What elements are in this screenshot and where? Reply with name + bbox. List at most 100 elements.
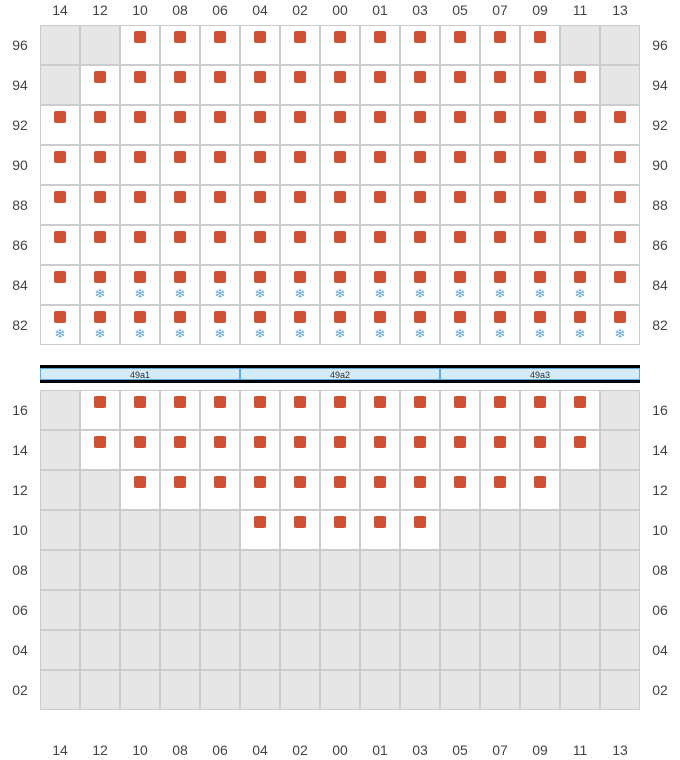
seat-cell[interactable] [400, 25, 440, 65]
seat-cell[interactable]: ❄ [480, 305, 520, 345]
seat-cell[interactable] [360, 145, 400, 185]
seat-cell[interactable] [440, 390, 480, 430]
seat-cell[interactable]: ❄ [360, 265, 400, 305]
seat-cell[interactable]: ❄ [200, 305, 240, 345]
seat-cell[interactable] [440, 145, 480, 185]
seat-cell[interactable] [120, 470, 160, 510]
seat-cell[interactable] [520, 430, 560, 470]
seat-cell[interactable] [440, 430, 480, 470]
seat-cell[interactable] [440, 105, 480, 145]
seat-cell[interactable] [360, 225, 400, 265]
seat-cell[interactable]: ❄ [560, 265, 600, 305]
seat-cell[interactable] [480, 105, 520, 145]
seat-cell[interactable] [120, 225, 160, 265]
seat-cell[interactable] [120, 185, 160, 225]
seat-cell[interactable]: ❄ [520, 305, 560, 345]
seat-cell[interactable]: ❄ [240, 265, 280, 305]
seat-cell[interactable] [120, 390, 160, 430]
seat-cell[interactable] [320, 390, 360, 430]
seat-cell[interactable] [160, 25, 200, 65]
seat-cell[interactable] [360, 390, 400, 430]
seat-cell[interactable] [360, 470, 400, 510]
seat-cell[interactable]: ❄ [400, 265, 440, 305]
seat-cell[interactable] [240, 105, 280, 145]
seat-cell[interactable] [320, 185, 360, 225]
seat-cell[interactable] [80, 105, 120, 145]
seat-cell[interactable] [80, 145, 120, 185]
seat-cell[interactable]: ❄ [360, 305, 400, 345]
seat-cell[interactable] [160, 430, 200, 470]
seat-cell[interactable] [320, 430, 360, 470]
seat-cell[interactable] [280, 65, 320, 105]
seat-cell[interactable] [480, 225, 520, 265]
seat-cell[interactable] [360, 25, 400, 65]
seat-cell[interactable] [320, 510, 360, 550]
seat-cell[interactable] [240, 430, 280, 470]
seat-cell[interactable] [280, 25, 320, 65]
seat-cell[interactable] [240, 470, 280, 510]
seat-cell[interactable] [40, 185, 80, 225]
seat-cell[interactable]: ❄ [120, 305, 160, 345]
seat-cell[interactable] [320, 25, 360, 65]
seat-cell[interactable] [240, 510, 280, 550]
seat-cell[interactable] [440, 25, 480, 65]
seat-cell[interactable] [320, 225, 360, 265]
seat-cell[interactable] [160, 65, 200, 105]
seat-cell[interactable]: ❄ [200, 265, 240, 305]
seat-cell[interactable]: ❄ [160, 265, 200, 305]
seat-cell[interactable] [600, 265, 640, 305]
seat-cell[interactable] [560, 65, 600, 105]
seat-cell[interactable] [200, 390, 240, 430]
seat-cell[interactable] [280, 470, 320, 510]
seat-cell[interactable] [600, 185, 640, 225]
seat-cell[interactable] [120, 105, 160, 145]
seat-cell[interactable] [160, 470, 200, 510]
seat-cell[interactable] [560, 145, 600, 185]
seat-cell[interactable]: ❄ [120, 265, 160, 305]
seat-cell[interactable] [360, 65, 400, 105]
seat-cell[interactable] [520, 470, 560, 510]
seat-cell[interactable] [480, 145, 520, 185]
seat-cell[interactable] [440, 185, 480, 225]
seat-cell[interactable] [440, 470, 480, 510]
seat-cell[interactable] [40, 105, 80, 145]
seat-cell[interactable] [560, 430, 600, 470]
seat-cell[interactable] [160, 105, 200, 145]
seat-cell[interactable] [400, 65, 440, 105]
seat-cell[interactable] [280, 390, 320, 430]
seat-cell[interactable] [240, 25, 280, 65]
seat-cell[interactable] [120, 25, 160, 65]
seat-cell[interactable] [600, 105, 640, 145]
seat-cell[interactable]: ❄ [80, 305, 120, 345]
seat-cell[interactable] [480, 65, 520, 105]
seat-cell[interactable] [80, 65, 120, 105]
seat-cell[interactable] [560, 390, 600, 430]
seat-cell[interactable] [520, 390, 560, 430]
seat-cell[interactable] [80, 390, 120, 430]
seat-cell[interactable] [480, 430, 520, 470]
seat-cell[interactable] [280, 105, 320, 145]
seat-cell[interactable] [160, 145, 200, 185]
seat-cell[interactable] [280, 225, 320, 265]
seat-cell[interactable] [400, 390, 440, 430]
seat-cell[interactable] [400, 105, 440, 145]
seat-cell[interactable] [160, 390, 200, 430]
seat-cell[interactable]: ❄ [520, 265, 560, 305]
seat-cell[interactable]: ❄ [240, 305, 280, 345]
seat-cell[interactable]: ❄ [320, 305, 360, 345]
seat-cell[interactable] [480, 390, 520, 430]
seat-cell[interactable] [560, 185, 600, 225]
seat-cell[interactable]: ❄ [320, 265, 360, 305]
seat-cell[interactable] [360, 105, 400, 145]
seat-cell[interactable] [280, 185, 320, 225]
seat-cell[interactable] [400, 510, 440, 550]
seat-cell[interactable] [240, 65, 280, 105]
seat-cell[interactable] [40, 225, 80, 265]
seat-cell[interactable] [320, 145, 360, 185]
seat-cell[interactable] [200, 145, 240, 185]
seat-cell[interactable] [360, 185, 400, 225]
seat-cell[interactable] [400, 185, 440, 225]
seat-cell[interactable] [520, 65, 560, 105]
seat-cell[interactable] [520, 25, 560, 65]
seat-cell[interactable] [200, 225, 240, 265]
